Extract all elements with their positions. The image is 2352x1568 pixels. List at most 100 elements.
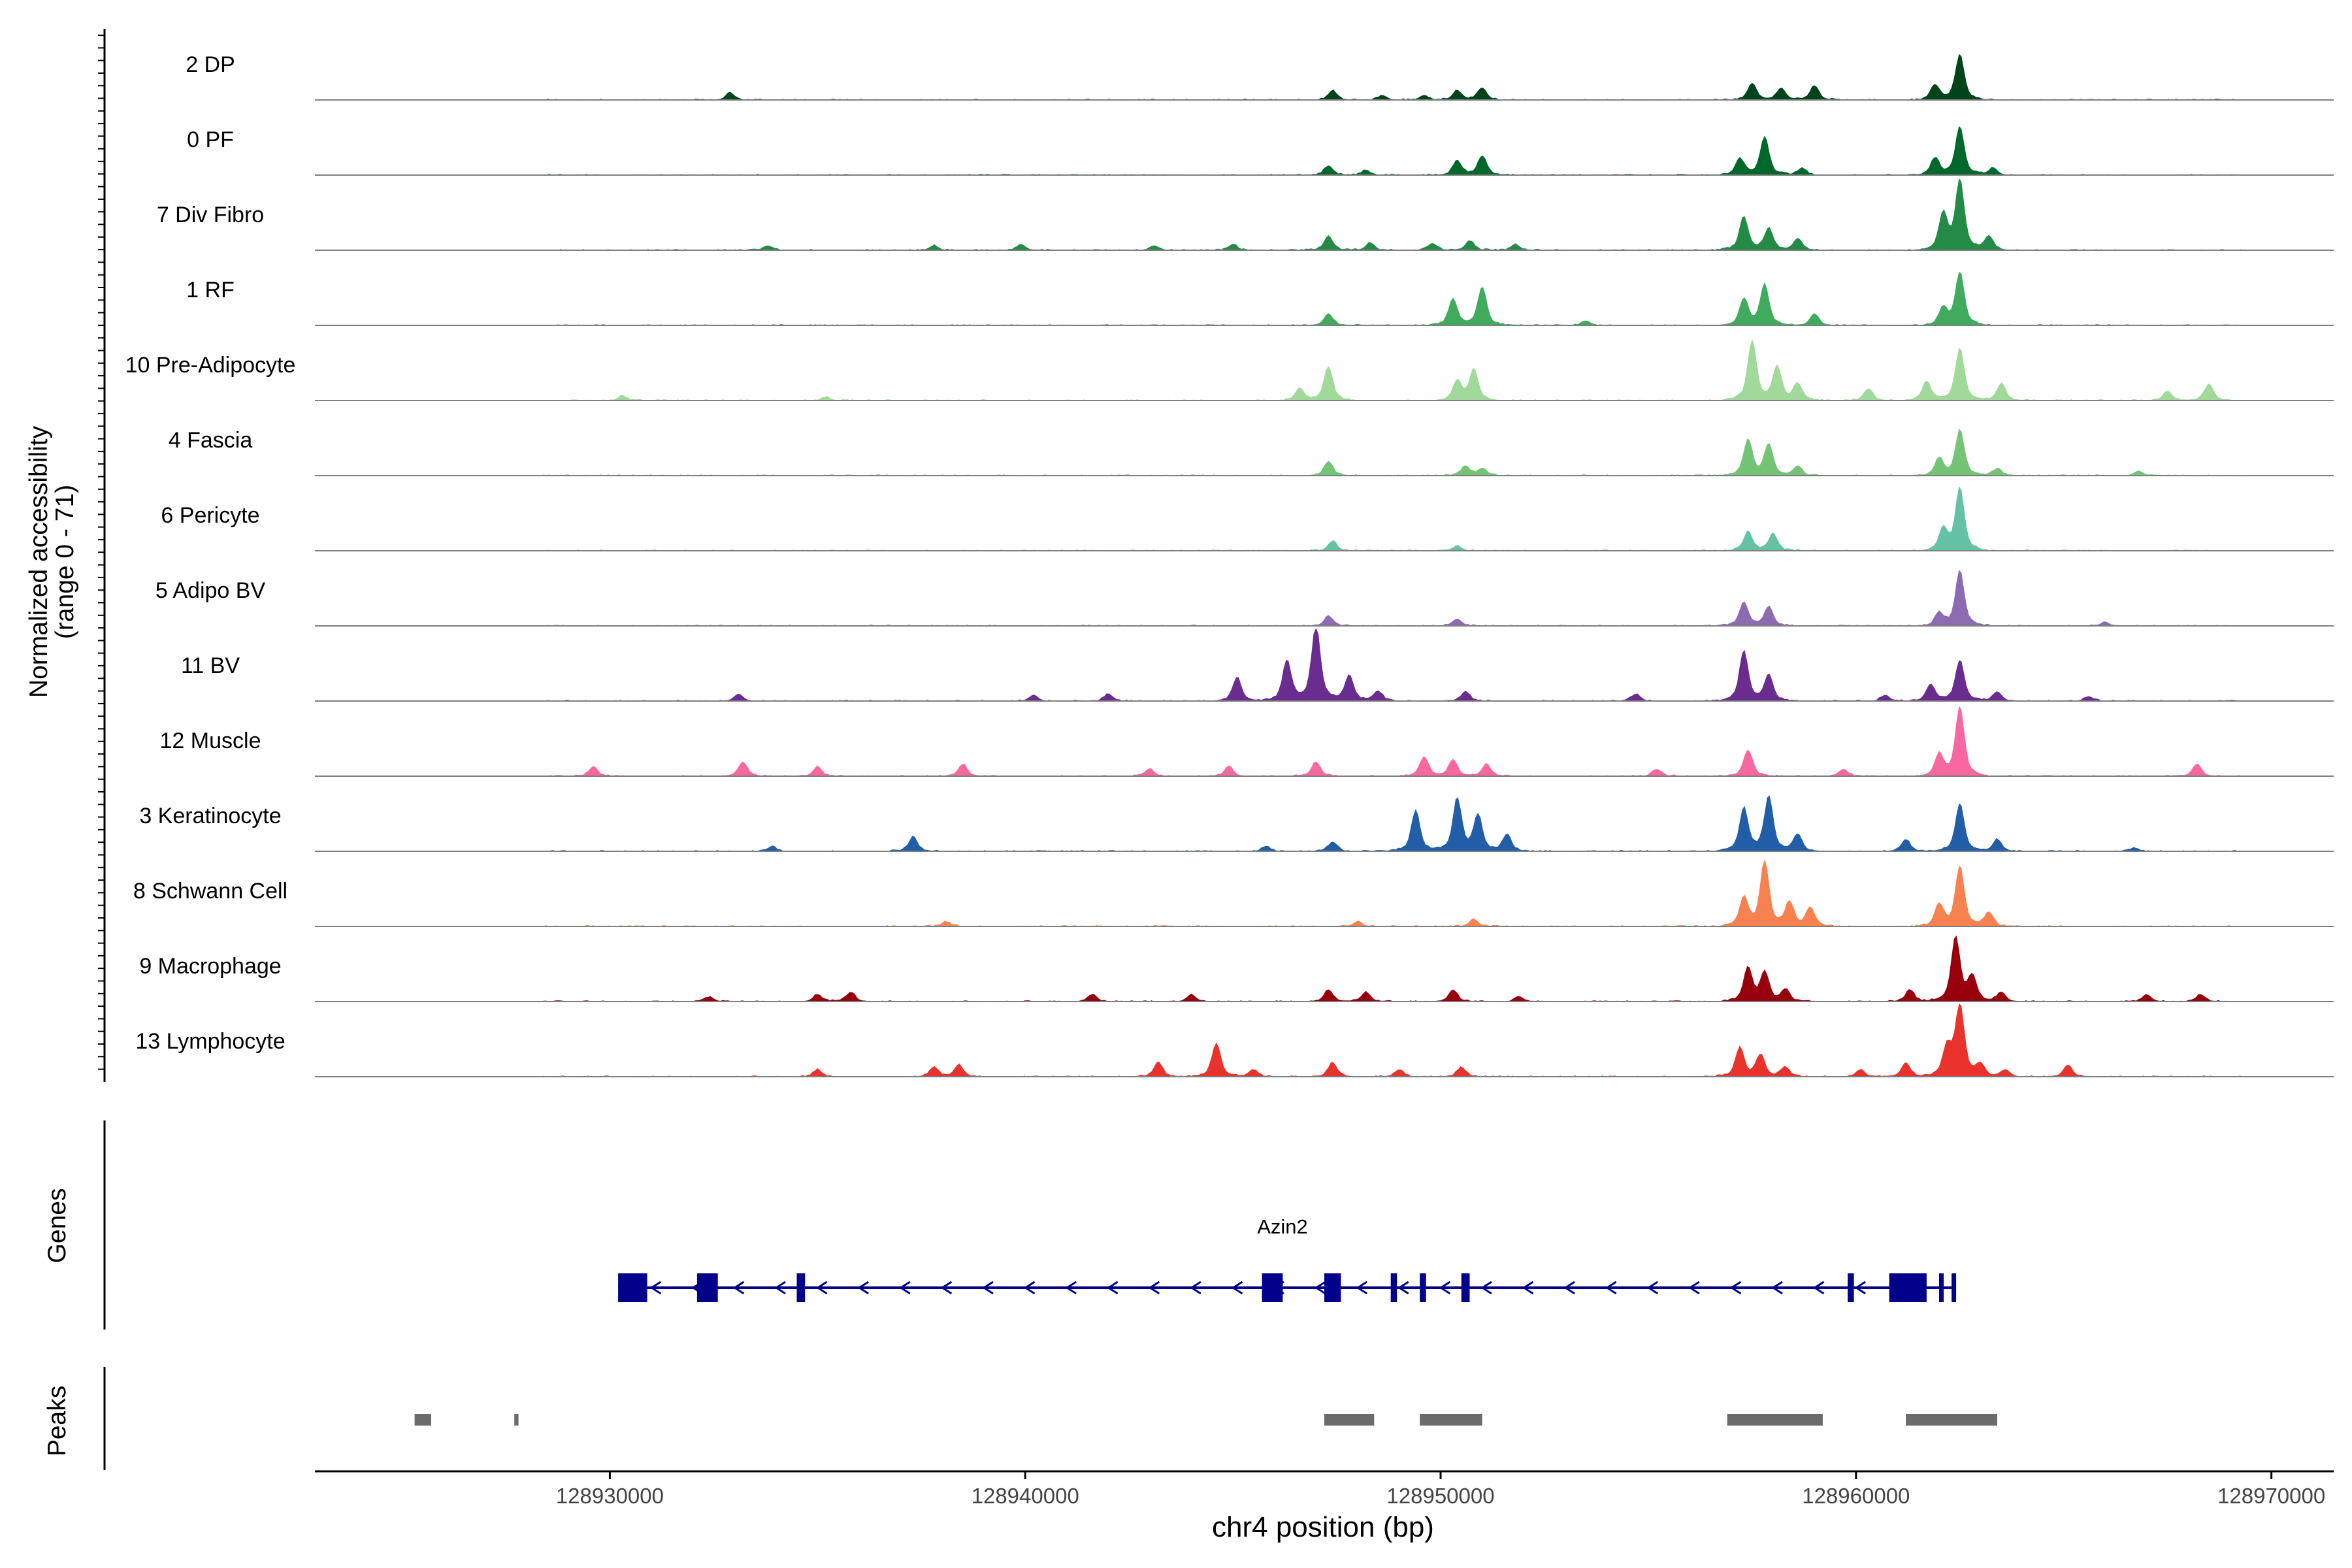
track-8: 11 BV [181,628,2334,702]
gene-exon [1461,1273,1470,1302]
track-3: 1 RF [186,271,2334,326]
peak-region [414,1414,431,1426]
coverage-tracks: 2 DP 0 PF 7 Div Fibro 1 RF 10 Pre-Adipocyte 4… [125,52,2334,1077]
strand-arrow-icon [1439,1281,1451,1295]
gene-exon [796,1273,806,1302]
strand-arrow-icon [1106,1281,1119,1295]
strand-arrow-icon [1480,1281,1492,1295]
strand-arrow-icon [774,1281,786,1295]
track-label: 4 Fascia [169,428,253,453]
strand-arrow-icon [1231,1281,1243,1295]
peaks-panel-label: Peaks [43,1386,71,1456]
strand-arrow-icon [815,1281,828,1295]
track-label: 10 Pre-Adipocyte [125,353,296,378]
strand-arrow-icon [857,1281,870,1295]
x-axis: chr4 position (bp) 128930000 128940000 128… [315,1470,2334,1543]
gene-exon [1889,1273,1927,1302]
track-4: 10 Pre-Adipocyte [125,338,2334,401]
strand-arrow-icon [1646,1281,1659,1295]
x-tick-label: 128970000 [2217,1484,2325,1508]
track-label: 0 PF [187,127,234,152]
gene-exon [1390,1273,1397,1302]
coverage-area [543,1004,2241,1077]
coverage-area [543,178,2241,250]
strand-arrow-icon [1397,1281,1409,1295]
strand-arrow-icon [1356,1281,1368,1295]
x-tick-label: 128950000 [1386,1484,1494,1508]
strand-arrow-icon [1148,1281,1160,1295]
strand-arrow-icon [940,1281,953,1295]
track-label: 11 BV [181,653,240,678]
gene-exon [1952,1273,1957,1302]
track-12: 9 Macrophage [139,935,2334,1002]
track-label: 9 Macrophage [139,954,281,979]
track-13: 13 Lymphocyte [135,1004,2334,1077]
strand-arrow-icon [1812,1281,1825,1295]
coverage-area [543,486,2241,551]
y-axis: Normalized accessibility (range 0 - 71) [25,29,106,1082]
coverage-area [543,125,2241,175]
strand-arrow-icon [982,1281,994,1295]
peak-region [1324,1414,1375,1426]
coverage-area [543,859,2241,926]
peak-region [1727,1414,1823,1426]
track-label: 1 RF [186,278,235,302]
coverage-area [543,338,2241,400]
track-11: 8 Schwann Cell [133,859,2334,927]
track-label: 8 Schwann Cell [133,879,287,904]
gene-exon [618,1273,647,1302]
strand-arrow-icon [1729,1281,1742,1295]
peak-region [1906,1414,1997,1426]
track-5: 4 Fascia [169,428,2334,476]
coverage-area [543,54,2241,100]
strand-arrow-icon [1771,1281,1783,1295]
track-2: 7 Div Fibro [157,178,2334,251]
strand-arrow-icon [1854,1281,1867,1295]
strand-arrow-icon [1065,1281,1077,1295]
coverage-area [543,706,2241,776]
coverage-area [543,935,2241,1002]
track-label: 2 DP [186,52,235,77]
x-tick-label: 128960000 [1802,1484,1910,1508]
strand-arrow-icon [649,1281,662,1295]
peak-region [1420,1414,1482,1426]
strand-arrow-icon [1605,1281,1617,1295]
gene-track: Genes Azin2 [43,1120,1957,1330]
gene-exon [1324,1273,1341,1302]
track-7: 5 Adipo BV [155,570,2334,627]
x-tick-label: 128940000 [972,1484,1079,1508]
strand-arrow-icon [1190,1281,1201,1295]
coverage-area [543,429,2241,476]
track-1: 0 PF [187,125,2334,176]
strand-arrow-icon [1522,1281,1534,1295]
peak-track: Peaks [43,1367,1997,1470]
x-axis-label: chr4 position (bp) [1212,1511,1434,1543]
strand-arrow-icon [732,1281,745,1295]
gene-exon [696,1273,718,1302]
gene-name-label: Azin2 [1257,1215,1308,1238]
strand-arrow-icon [1314,1281,1326,1295]
coverage-area [543,628,2241,701]
x-tick-label: 128930000 [556,1484,664,1508]
y-axis-range-label: (range 0 - 71) [51,485,79,639]
track-0: 2 DP [186,52,2334,101]
gene-exon [1262,1273,1283,1302]
genes-panel-label: Genes [43,1188,71,1264]
gene-exon [1848,1273,1854,1302]
track-label: 3 Keratinocyte [139,804,281,828]
coverage-area [543,570,2241,626]
track-9: 12 Muscle [160,706,2334,777]
strand-arrow-icon [1023,1281,1036,1295]
gene-exon [1420,1273,1426,1302]
track-label: 7 Div Fibro [157,203,264,227]
track-label: 5 Adipo BV [155,578,266,603]
y-axis-label: Normalized accessibility [25,425,53,698]
coverage-area [543,271,2241,325]
track-label: 6 Pericyte [161,503,259,528]
peak-region [514,1414,519,1426]
track-10: 3 Keratinocyte [139,795,2334,852]
strand-arrow-icon [1688,1281,1700,1295]
track-label: 12 Muscle [160,728,261,753]
coverage-area [543,795,2241,851]
